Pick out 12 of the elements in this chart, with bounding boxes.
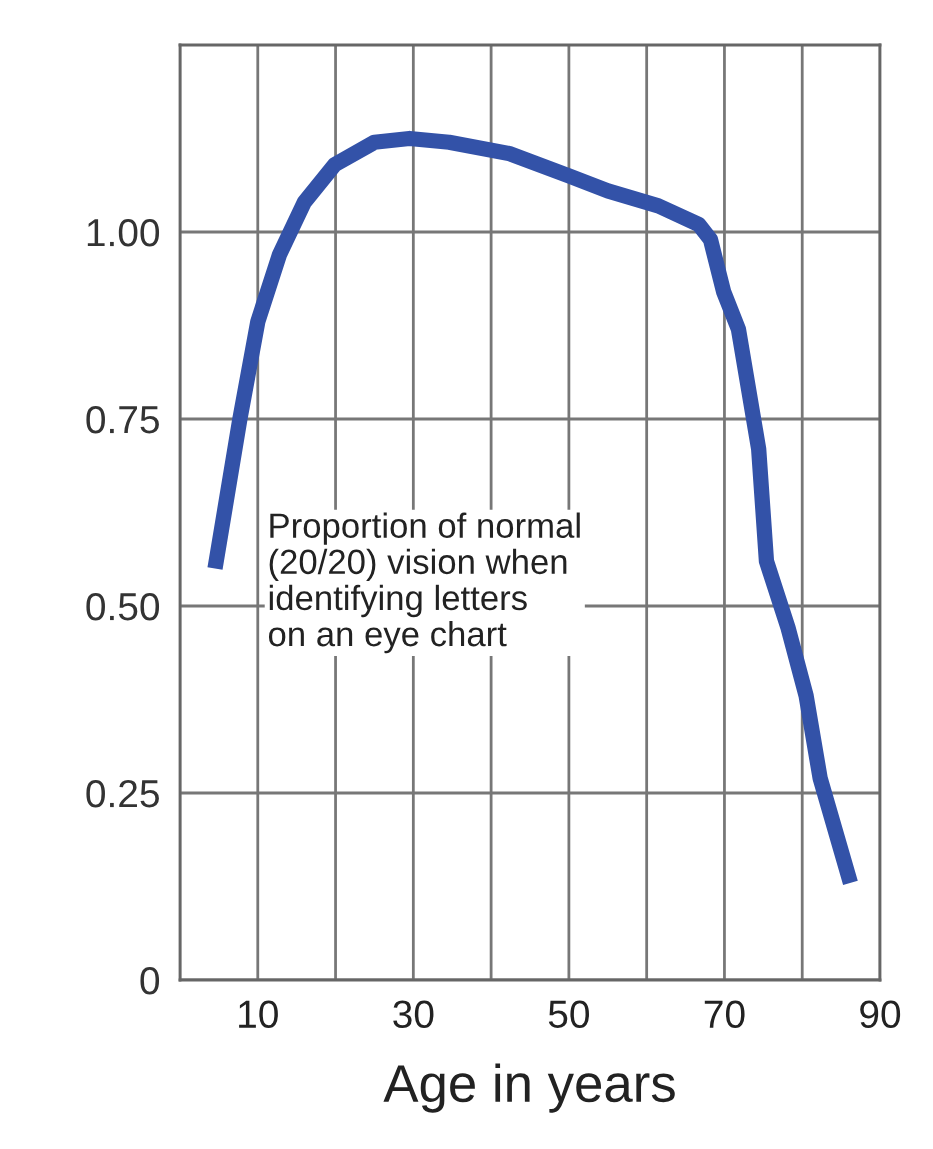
y-tick-label: 0.25	[86, 779, 159, 808]
y-tick-label: 0.50	[86, 592, 160, 621]
x-tick-label: 30	[393, 1000, 434, 1029]
x-tick-label: 10	[239, 1000, 278, 1029]
x-tick-label: 50	[548, 1000, 589, 1029]
x-axis-title: Age in years	[383, 1063, 675, 1113]
x-tick-label: 90	[860, 1000, 901, 1029]
x-tick-label: 70	[704, 1000, 745, 1029]
y-tick-label: 0.75	[86, 405, 159, 434]
y-tick-label: 1.00	[87, 218, 160, 247]
y-tick-label: 0	[140, 966, 160, 995]
annotation: Proportion of normal (20/20) vision when identifying letters on an eye chart	[268, 512, 580, 654]
